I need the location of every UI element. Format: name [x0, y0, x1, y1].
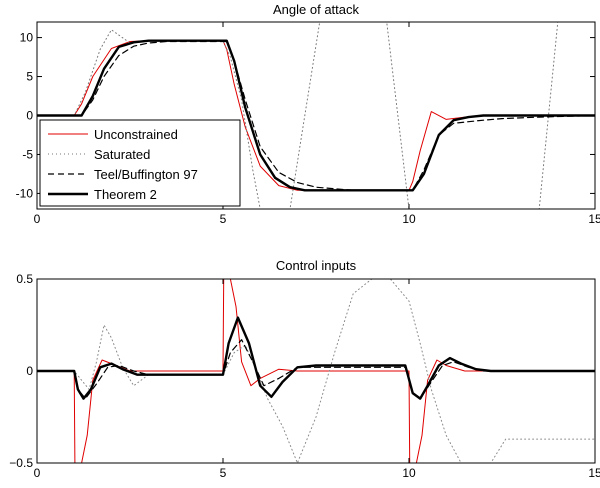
control-inputs-ticks: 0 5 10 150.50−0.5 [9, 272, 600, 480]
x-tick-label: 15 [588, 212, 600, 226]
series-line-unconstrained [37, 279, 595, 463]
x-tick-label: 15 [588, 466, 600, 480]
legend: Unconstrained Saturated Teel/Buffington 97… [39, 119, 241, 207]
y-tick-label: 10 [20, 31, 34, 45]
control-inputs-title: Control inputs [276, 258, 357, 273]
series-line-teel-buffington-97 [37, 339, 595, 400]
legend-label-saturated: Saturated [94, 147, 150, 162]
y-tick-label: -5 [22, 147, 33, 161]
angle-of-attack-ticks: 0 5 10 15 10 5 0 -5 -10 [16, 22, 600, 226]
series-line-teel-buffington-97 [37, 40, 595, 191]
series-line-theorem-2 [37, 316, 595, 400]
angle-of-attack-title: Angle of attack [273, 2, 359, 17]
legend-label-teel-buffington-97: Teel/Buffington 97 [94, 167, 198, 182]
series-line-saturated [37, 22, 595, 209]
series-line-saturated [37, 279, 595, 463]
legend-label-theorem-2: Theorem 2 [94, 187, 157, 202]
angle-of-attack-plot: Angle of attack 0 5 10 15 10 5 0 -5 -10 Unconstr… [16, 2, 600, 226]
angle-of-attack-data-area [37, 22, 595, 209]
x-tick-label: 0 [34, 466, 41, 480]
y-tick-label: 5 [26, 70, 33, 84]
x-tick-label: 5 [220, 212, 227, 226]
x-tick-label: 10 [402, 212, 416, 226]
x-tick-label: 0 [34, 212, 41, 226]
control-inputs-plot: Control inputs 0 5 10 150.50−0.5 [9, 258, 600, 480]
y-tick-label: 0.5 [16, 272, 33, 286]
y-tick-label: -10 [16, 186, 34, 200]
control-inputs-data-area [37, 279, 595, 463]
legend-label-unconstrained: Unconstrained [94, 127, 178, 142]
y-tick-label: 0 [26, 109, 33, 123]
y-tick-label: −0.5 [9, 456, 33, 470]
x-tick-label: 5 [220, 466, 227, 480]
series-line-theorem-2 [37, 39, 595, 192]
series-line-unconstrained [37, 40, 595, 191]
x-tick-label: 10 [402, 466, 416, 480]
y-tick-label: 0 [26, 364, 33, 378]
